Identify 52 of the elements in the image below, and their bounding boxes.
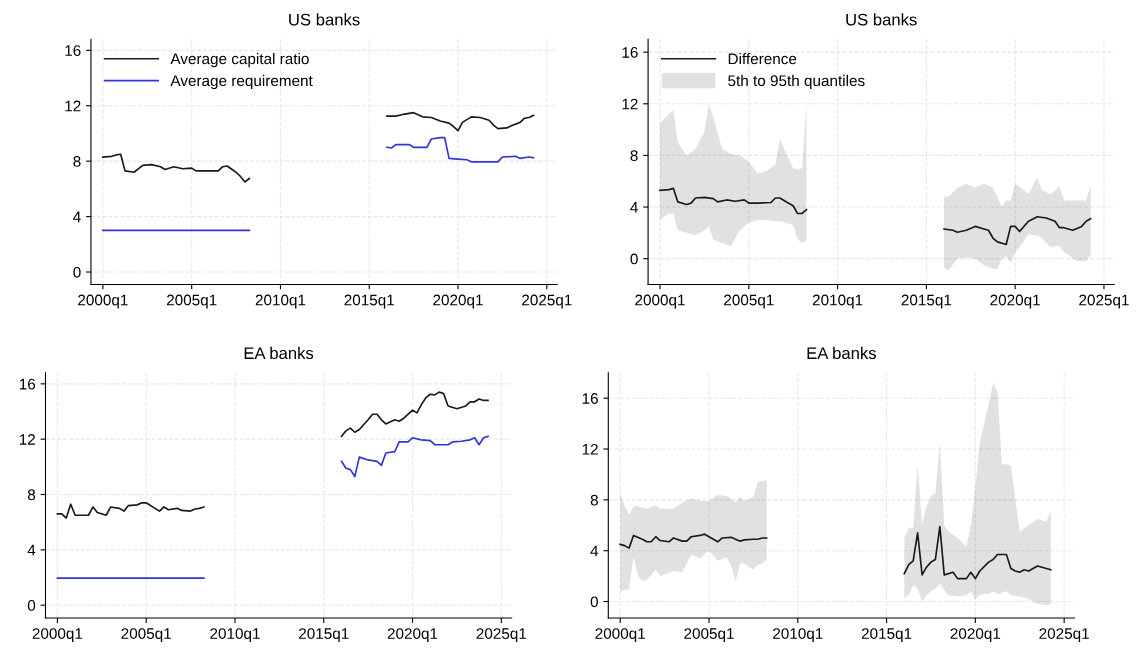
x-tick-label: 2025q1 (522, 294, 572, 309)
x-tick-label: 2015q1 (344, 294, 394, 309)
x-tick-label: 2000q1 (32, 628, 83, 642)
y-tick-label: 12 (19, 434, 35, 445)
chart-title: US banks (289, 13, 360, 26)
y-tick-label: 4 (73, 211, 81, 223)
x-tick-label: 2025q1 (1039, 628, 1089, 642)
y-tick-label: 0 (27, 600, 36, 611)
x-tick-label: 2015q1 (901, 294, 952, 309)
y-tick-label: 8 (590, 494, 598, 506)
y-tick-label: 12 (582, 443, 598, 455)
x-tick-label: 2010q1 (255, 294, 306, 309)
y-tick-label: 8 (630, 150, 638, 162)
y-tick-label: 16 (19, 378, 36, 390)
x-tick-label: 2005q1 (121, 628, 171, 642)
y-tick-label: 16 (582, 393, 598, 404)
y-tick-label: 12 (622, 98, 638, 110)
x-tick-label: 2025q1 (1079, 294, 1129, 309)
x-tick-label: 2005q1 (724, 294, 774, 309)
x-tick-label: 2000q1 (635, 294, 685, 309)
chart-title: EA banks (807, 346, 876, 360)
y-tick-label: 4 (590, 545, 599, 557)
x-tick-label: 2000q1 (595, 628, 645, 642)
legend-label: Difference (728, 52, 797, 65)
x-tick-label: 2010q1 (210, 628, 260, 642)
y-tick-label: 0 (590, 596, 598, 608)
x-tick-label: 2020q1 (990, 294, 1040, 309)
x-tick-label: 2010q1 (812, 294, 863, 309)
y-tick-label: 8 (73, 156, 81, 167)
y-tick-label: 8 (27, 489, 36, 501)
y-tick-label: 4 (27, 544, 36, 556)
y-tick-label: 12 (65, 100, 81, 112)
x-tick-label: 2010q1 (773, 628, 823, 642)
x-tick-label: 2000q1 (78, 294, 128, 309)
y-tick-label: 16 (65, 45, 81, 57)
x-tick-label: 2025q1 (476, 628, 527, 642)
y-tick-label: 4 (630, 202, 638, 213)
x-tick-label: 2020q1 (387, 628, 438, 642)
x-tick-label: 2005q1 (684, 628, 734, 642)
x-tick-label: 2020q1 (950, 628, 1001, 642)
x-tick-label: 2015q1 (299, 628, 349, 642)
chart-title: EA banks (244, 346, 314, 360)
y-tick-label: 0 (73, 266, 81, 278)
y-tick-label: 16 (622, 47, 638, 58)
chart-title: US banks (846, 13, 917, 26)
x-tick-label: 2005q1 (166, 294, 217, 309)
x-tick-label: 2020q1 (433, 294, 483, 309)
annotation: 5th to 95th quantiles (728, 74, 865, 90)
y-tick-label: 0 (630, 253, 638, 265)
legend-label: Average requirement (170, 74, 313, 90)
legend-label: Average capital ratio (170, 52, 309, 68)
x-tick-label: 2015q1 (861, 628, 912, 642)
